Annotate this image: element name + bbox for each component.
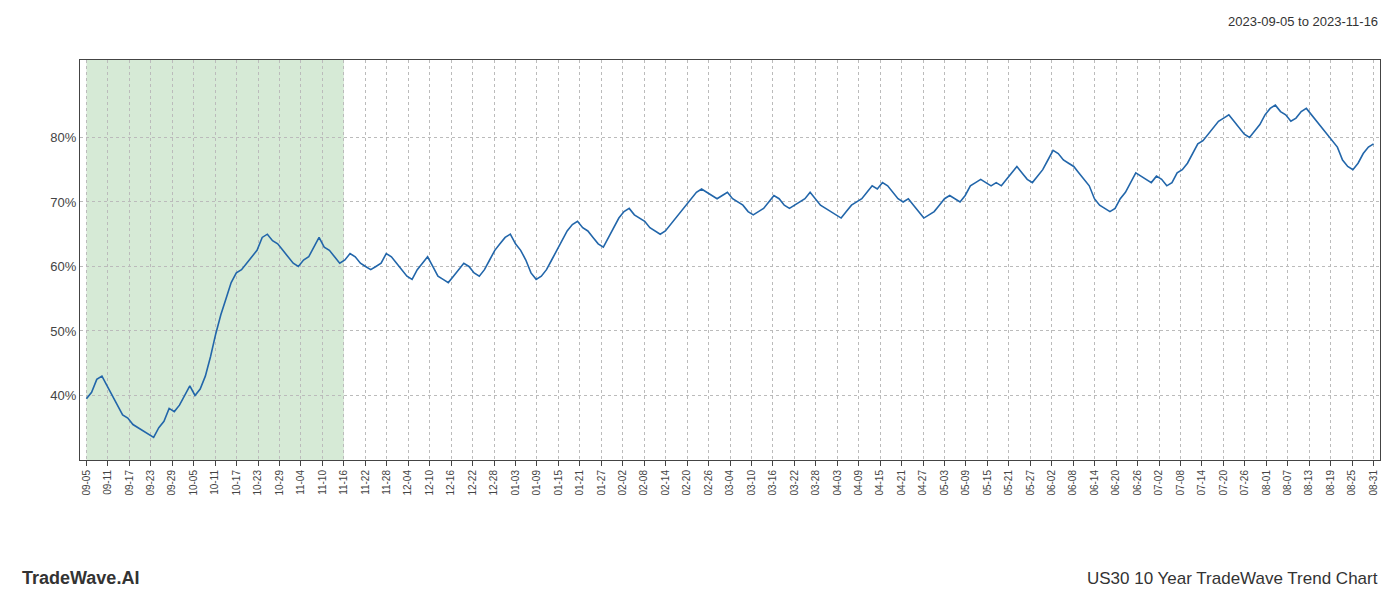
svg-text:05-09: 05-09: [960, 470, 971, 496]
svg-text:12-04: 12-04: [402, 470, 413, 496]
svg-text:01-09: 01-09: [531, 470, 542, 496]
svg-text:04-09: 04-09: [853, 470, 864, 496]
svg-text:10-29: 10-29: [274, 470, 285, 496]
svg-text:70%: 70%: [50, 194, 76, 209]
svg-text:11-10: 11-10: [317, 470, 328, 495]
svg-text:06-26: 06-26: [1132, 470, 1143, 496]
svg-text:10-11: 10-11: [209, 470, 220, 495]
svg-text:11-28: 11-28: [381, 470, 392, 495]
svg-text:06-02: 06-02: [1046, 470, 1057, 496]
svg-text:09-17: 09-17: [124, 470, 135, 496]
svg-text:08-01: 08-01: [1261, 470, 1272, 496]
svg-text:03-04: 03-04: [724, 470, 735, 496]
svg-text:09-23: 09-23: [145, 470, 156, 496]
svg-text:50%: 50%: [50, 324, 76, 339]
svg-text:08-13: 08-13: [1303, 470, 1314, 496]
svg-text:12-16: 12-16: [445, 470, 456, 496]
svg-text:02-14: 02-14: [660, 470, 671, 496]
svg-text:05-03: 05-03: [939, 470, 950, 496]
svg-text:05-15: 05-15: [982, 470, 993, 496]
svg-text:11-16: 11-16: [338, 470, 349, 495]
svg-text:04-03: 04-03: [832, 470, 843, 496]
svg-text:02-02: 02-02: [617, 470, 628, 496]
svg-text:08-25: 08-25: [1346, 470, 1357, 496]
svg-text:12-28: 12-28: [488, 470, 499, 496]
svg-text:01-21: 01-21: [574, 470, 585, 496]
svg-text:01-27: 01-27: [596, 470, 607, 496]
svg-text:TradeWave.AI: TradeWave.AI: [22, 568, 139, 588]
svg-text:08-07: 08-07: [1282, 470, 1293, 496]
svg-text:08-19: 08-19: [1325, 470, 1336, 496]
svg-text:60%: 60%: [50, 259, 76, 274]
svg-text:02-26: 02-26: [703, 470, 714, 496]
svg-text:01-03: 01-03: [510, 470, 521, 496]
svg-text:US30 10 Year TradeWave Trend C: US30 10 Year TradeWave Trend Chart: [1087, 569, 1378, 588]
svg-text:07-26: 07-26: [1239, 470, 1250, 496]
svg-text:03-28: 03-28: [810, 470, 821, 496]
svg-text:40%: 40%: [50, 388, 76, 403]
svg-text:02-08: 02-08: [638, 470, 649, 496]
svg-text:2023-09-05 to 2023-11-16: 2023-09-05 to 2023-11-16: [1228, 14, 1378, 29]
svg-text:02-20: 02-20: [681, 470, 692, 496]
svg-text:09-29: 09-29: [166, 470, 177, 496]
svg-text:07-20: 07-20: [1218, 470, 1229, 496]
svg-text:12-10: 12-10: [424, 470, 435, 496]
svg-text:10-17: 10-17: [231, 470, 242, 496]
svg-text:06-14: 06-14: [1089, 470, 1100, 496]
svg-text:12-22: 12-22: [467, 470, 478, 496]
svg-text:04-27: 04-27: [917, 470, 928, 496]
svg-text:04-21: 04-21: [896, 470, 907, 496]
svg-text:80%: 80%: [50, 130, 76, 145]
svg-text:03-22: 03-22: [789, 470, 800, 496]
svg-text:07-02: 07-02: [1153, 470, 1164, 496]
svg-text:03-16: 03-16: [767, 470, 778, 496]
svg-text:01-15: 01-15: [553, 470, 564, 496]
svg-text:06-20: 06-20: [1110, 470, 1121, 496]
svg-text:07-08: 07-08: [1175, 470, 1186, 496]
svg-text:10-23: 10-23: [252, 470, 263, 496]
svg-text:11-22: 11-22: [360, 470, 371, 495]
svg-text:11-04: 11-04: [295, 470, 306, 495]
svg-text:10-05: 10-05: [188, 470, 199, 496]
svg-text:08-31: 08-31: [1368, 470, 1379, 496]
svg-text:05-27: 05-27: [1025, 470, 1036, 496]
svg-text:04-15: 04-15: [874, 470, 885, 496]
svg-text:06-08: 06-08: [1067, 470, 1078, 496]
svg-text:09-05: 09-05: [81, 470, 92, 496]
svg-text:07-14: 07-14: [1196, 470, 1207, 496]
svg-text:09-11: 09-11: [102, 470, 113, 495]
svg-text:03-10: 03-10: [746, 470, 757, 496]
svg-text:05-21: 05-21: [1003, 470, 1014, 496]
